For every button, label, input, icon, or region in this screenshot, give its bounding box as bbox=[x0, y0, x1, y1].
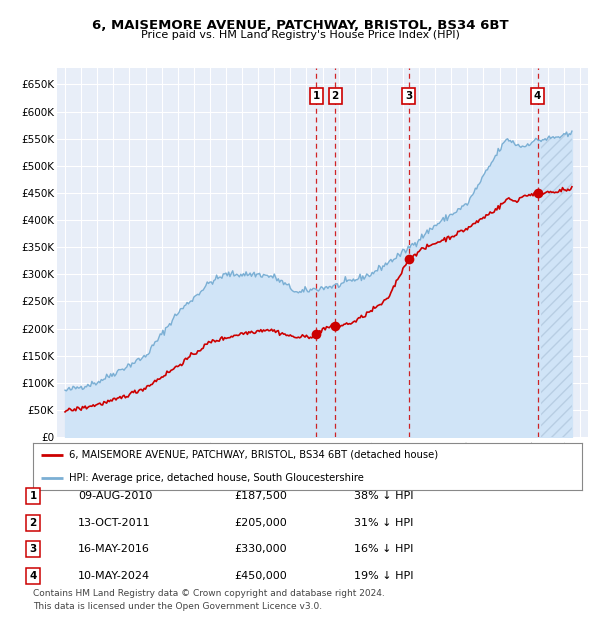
Text: 6, MAISEMORE AVENUE, PATCHWAY, BRISTOL, BS34 6BT (detached house): 6, MAISEMORE AVENUE, PATCHWAY, BRISTOL, … bbox=[68, 450, 438, 460]
Text: 16% ↓ HPI: 16% ↓ HPI bbox=[354, 544, 413, 554]
Text: 4: 4 bbox=[534, 91, 541, 102]
Text: 6, MAISEMORE AVENUE, PATCHWAY, BRISTOL, BS34 6BT: 6, MAISEMORE AVENUE, PATCHWAY, BRISTOL, … bbox=[92, 19, 508, 32]
Text: 3: 3 bbox=[29, 544, 37, 554]
Text: This data is licensed under the Open Government Licence v3.0.: This data is licensed under the Open Gov… bbox=[33, 602, 322, 611]
Text: Price paid vs. HM Land Registry's House Price Index (HPI): Price paid vs. HM Land Registry's House … bbox=[140, 30, 460, 40]
Text: 1: 1 bbox=[29, 491, 37, 501]
Text: £187,500: £187,500 bbox=[234, 491, 287, 501]
Text: 2: 2 bbox=[331, 91, 338, 102]
Text: 31% ↓ HPI: 31% ↓ HPI bbox=[354, 518, 413, 528]
Text: 4: 4 bbox=[29, 571, 37, 581]
Text: 38% ↓ HPI: 38% ↓ HPI bbox=[354, 491, 413, 501]
Text: £205,000: £205,000 bbox=[234, 518, 287, 528]
Text: Contains HM Land Registry data © Crown copyright and database right 2024.: Contains HM Land Registry data © Crown c… bbox=[33, 590, 385, 598]
Text: £330,000: £330,000 bbox=[234, 544, 287, 554]
Text: 2: 2 bbox=[29, 518, 37, 528]
Text: 3: 3 bbox=[405, 91, 413, 102]
Text: 19% ↓ HPI: 19% ↓ HPI bbox=[354, 571, 413, 581]
Text: 09-AUG-2010: 09-AUG-2010 bbox=[78, 491, 152, 501]
Text: 13-OCT-2011: 13-OCT-2011 bbox=[78, 518, 151, 528]
Text: HPI: Average price, detached house, South Gloucestershire: HPI: Average price, detached house, Sout… bbox=[68, 473, 364, 483]
Text: £450,000: £450,000 bbox=[234, 571, 287, 581]
Text: 10-MAY-2024: 10-MAY-2024 bbox=[78, 571, 150, 581]
Text: 1: 1 bbox=[313, 91, 320, 102]
Text: 16-MAY-2016: 16-MAY-2016 bbox=[78, 544, 150, 554]
